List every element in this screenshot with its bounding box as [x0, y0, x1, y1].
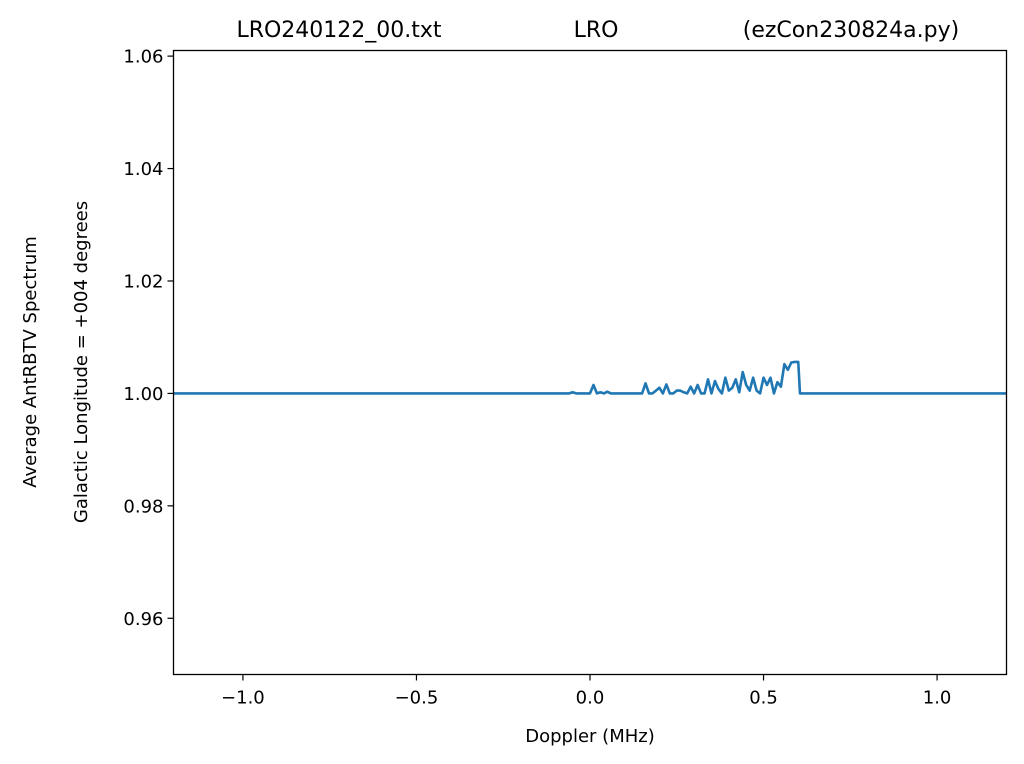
x-tick-label: 0.0	[576, 688, 605, 709]
x-axis-label: Doppler (MHz)	[525, 726, 654, 747]
y-axis-label-longitude: Galactic Longitude = +004 degrees	[71, 201, 92, 523]
title-filename: LRO240122_00.txt	[236, 18, 441, 43]
y-axis-label: Average AntRBTV Spectrum	[20, 236, 41, 488]
chart-titles: LRO240122_00.txt LRO (ezCon230824a.py)	[236, 18, 959, 43]
y-tick-label: 1.02	[123, 271, 163, 292]
title-script: (ezCon230824a.py)	[743, 18, 959, 43]
y-axis: 0.96 0.98 1.00 1.02 1.04 1.06	[123, 47, 174, 630]
x-axis: −1.0 −0.5 0.0 0.5 1.0	[221, 674, 952, 709]
title-observatory: LRO	[574, 18, 619, 43]
y-tick-label: 0.98	[123, 496, 163, 517]
plot-area	[173, 360, 1007, 395]
x-tick-label: −0.5	[395, 688, 439, 709]
y-tick-label: 1.00	[123, 384, 163, 405]
y-tick-label: 0.96	[123, 609, 163, 630]
x-tick-label: 0.5	[749, 688, 778, 709]
axes-frame	[172, 49, 1008, 676]
x-tick-label: −1.0	[221, 688, 265, 709]
y-tick-label: 1.04	[123, 159, 163, 180]
series-line	[173, 360, 1007, 395]
x-tick-label: 1.0	[923, 688, 952, 709]
y-tick-label: 1.06	[123, 47, 163, 68]
